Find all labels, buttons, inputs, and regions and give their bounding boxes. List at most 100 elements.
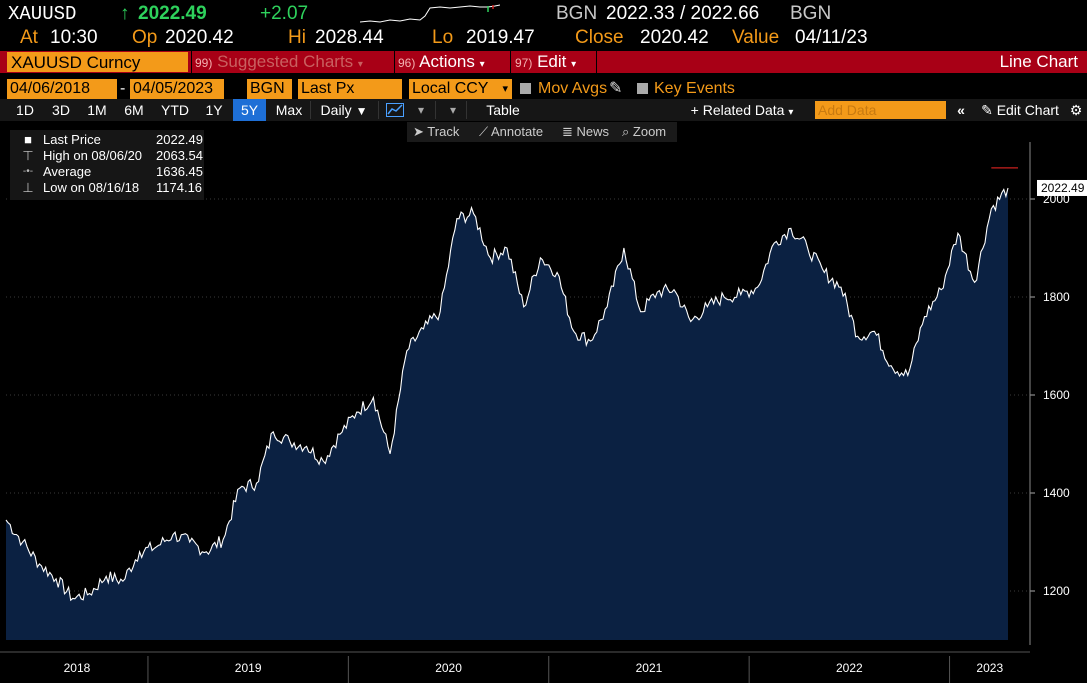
- overlay-caret-icon[interactable]: ▾: [449, 103, 457, 117]
- timeframe-6m[interactable]: 6M: [124, 102, 144, 118]
- annotate-button[interactable]: ⟋ Annotate: [479, 122, 543, 142]
- timeframe-5y[interactable]: 5Y: [233, 99, 266, 121]
- field-input[interactable]: Last Px: [298, 79, 402, 99]
- annotate-icon: ⟋: [479, 124, 489, 139]
- date-dash: -: [120, 80, 126, 97]
- related-data-button[interactable]: + Related Data ▾: [680, 99, 804, 121]
- at-value: 10:30: [50, 27, 98, 48]
- price-line: [5, 187, 1009, 602]
- line-chart-icon[interactable]: [382, 99, 408, 121]
- x-tick-label: 2023: [976, 661, 1003, 675]
- source-input[interactable]: BGN: [247, 79, 292, 99]
- stats-row: At 10:30 Op 2020.42 Hi 2028.44 Lo 2019.4…: [0, 27, 1087, 51]
- open-label: Op: [132, 27, 158, 48]
- x-tick-label: 2021: [636, 661, 663, 675]
- divider: [435, 101, 436, 119]
- legend-value: 2022.49: [156, 132, 203, 147]
- y-tick-label: 1800: [1043, 290, 1070, 304]
- dropdown-caret-icon: ▾: [357, 59, 363, 70]
- legend-row-low[interactable]: ⊥ Low on 08/16/18 1174.16: [10, 180, 204, 196]
- zoom-button[interactable]: ⌕ Zoom: [622, 122, 666, 142]
- timeframe-max[interactable]: Max: [275, 102, 303, 118]
- key-events-label: Key Events: [654, 80, 735, 97]
- start-date-input[interactable]: 04/06/2018: [7, 79, 117, 99]
- edit-label: Edit: [537, 52, 567, 71]
- legend-row-last[interactable]: ■ Last Price 2022.49: [10, 132, 204, 148]
- range-row: 04/06/2018 - 04/05/2023 BGN Last Px Loca…: [0, 79, 1087, 99]
- timeframe-ytd[interactable]: YTD: [161, 102, 189, 118]
- mov-avgs-checkbox[interactable]: [520, 83, 531, 94]
- suggested-num: 99): [195, 56, 213, 70]
- security-input[interactable]: XAUUSD Curncy: [7, 52, 188, 72]
- up-arrow-icon: ↑: [120, 3, 130, 24]
- currency-label: Local CCY: [412, 80, 489, 97]
- legend-row-high[interactable]: ⊤ High on 08/06/20 2063.54: [10, 148, 204, 164]
- plus-icon: +: [690, 102, 699, 118]
- actions-button[interactable]: 96) Actions ▾: [398, 51, 485, 73]
- low-label: Lo: [432, 27, 454, 48]
- news-label: News: [576, 124, 610, 139]
- divider: [510, 51, 511, 73]
- x-tick-label: 2018: [64, 661, 91, 675]
- track-button[interactable]: ➤ Track: [413, 122, 459, 142]
- timeframe-3d[interactable]: 3D: [52, 102, 70, 118]
- timeframe-1y[interactable]: 1Y: [205, 102, 223, 118]
- pencil-icon[interactable]: ✎: [609, 80, 623, 97]
- high-value: 2028.44: [315, 27, 384, 48]
- y-tick-label: 1600: [1043, 388, 1070, 402]
- divider: [191, 51, 192, 73]
- y-tick-label: 1400: [1043, 486, 1070, 500]
- end-date-input[interactable]: 04/05/2023: [130, 79, 224, 99]
- x-tick-label: 2022: [836, 661, 863, 675]
- legend-value: 1174.16: [156, 180, 203, 195]
- timeframe-1d[interactable]: 1D: [16, 102, 34, 118]
- dropdown-caret-icon: ▾: [788, 107, 794, 118]
- bid-ask: 2022.33 / 2022.66: [606, 3, 760, 24]
- collapse-icon[interactable]: «: [957, 102, 965, 118]
- legend-value: 2063.54: [156, 148, 203, 163]
- at-label: At: [20, 27, 38, 48]
- pencil-icon: ✎: [981, 102, 993, 118]
- last-price-tag-bg: [1037, 179, 1087, 196]
- divider: [466, 101, 467, 119]
- average-marker-icon: -•-: [22, 166, 34, 177]
- frequency-label: Daily: [320, 102, 352, 118]
- sparkline-icon: [360, 4, 500, 23]
- ask-source: BGN: [790, 3, 832, 24]
- edit-chart-label: Edit Chart: [996, 102, 1059, 118]
- dropdown-caret-icon: ▼: [355, 104, 368, 118]
- last-price: 2022.49: [138, 3, 207, 24]
- legend-value: 1636.45: [156, 164, 203, 179]
- x-axis: 2018 2019 2020 2021 2022 2023: [0, 651, 1030, 683]
- actions-num: 96): [398, 56, 416, 70]
- frequency-select[interactable]: Daily ▼: [313, 99, 375, 121]
- table-button[interactable]: Table: [486, 102, 520, 118]
- timeframe-1m[interactable]: 1M: [87, 102, 107, 118]
- open-value: 2020.42: [165, 27, 234, 48]
- edit-button[interactable]: 97) Edit ▾: [515, 51, 576, 73]
- chart-style-caret-icon[interactable]: ▾: [417, 103, 425, 117]
- y-tick-label: 1200: [1043, 584, 1070, 598]
- settings-gear-icon[interactable]: ⚙: [1069, 102, 1083, 118]
- news-button[interactable]: ≣ News: [562, 122, 609, 142]
- dropdown-caret-icon: ▾: [479, 59, 485, 70]
- add-data-input[interactable]: Add Data: [815, 101, 946, 119]
- mov-avgs-label: Mov Avgs: [538, 80, 608, 97]
- actions-label: Actions: [419, 52, 475, 71]
- price-change: +2.07: [260, 3, 309, 24]
- chart-type-title: Line Chart: [999, 52, 1078, 71]
- legend-row-average[interactable]: -•- Average 1636.45: [10, 164, 204, 180]
- last-price-tag-text: 2022.49: [1041, 181, 1085, 195]
- currency-select[interactable]: Local CCY ▾: [409, 79, 512, 99]
- key-events-checkbox[interactable]: [637, 83, 648, 94]
- ticker-symbol: XAUUSD: [8, 3, 77, 25]
- suggested-charts-button[interactable]: 99) Suggested Charts ▾: [195, 51, 363, 73]
- quote-header: XAUUSD ↑ 2022.49 +2.07 BGN 2022.33 / 202…: [0, 0, 1087, 28]
- x-tick-label: 2019: [235, 661, 262, 675]
- dropdown-caret-icon: ▾: [571, 59, 577, 70]
- chart-legend: ■ Last Price 2022.49 ⊤ High on 08/06/20 …: [10, 130, 204, 200]
- legend-label: Low on 08/16/18: [43, 180, 140, 195]
- dropdown-caret-icon: ▾: [502, 83, 508, 95]
- edit-chart-button[interactable]: ✎ Edit Chart: [975, 99, 1065, 121]
